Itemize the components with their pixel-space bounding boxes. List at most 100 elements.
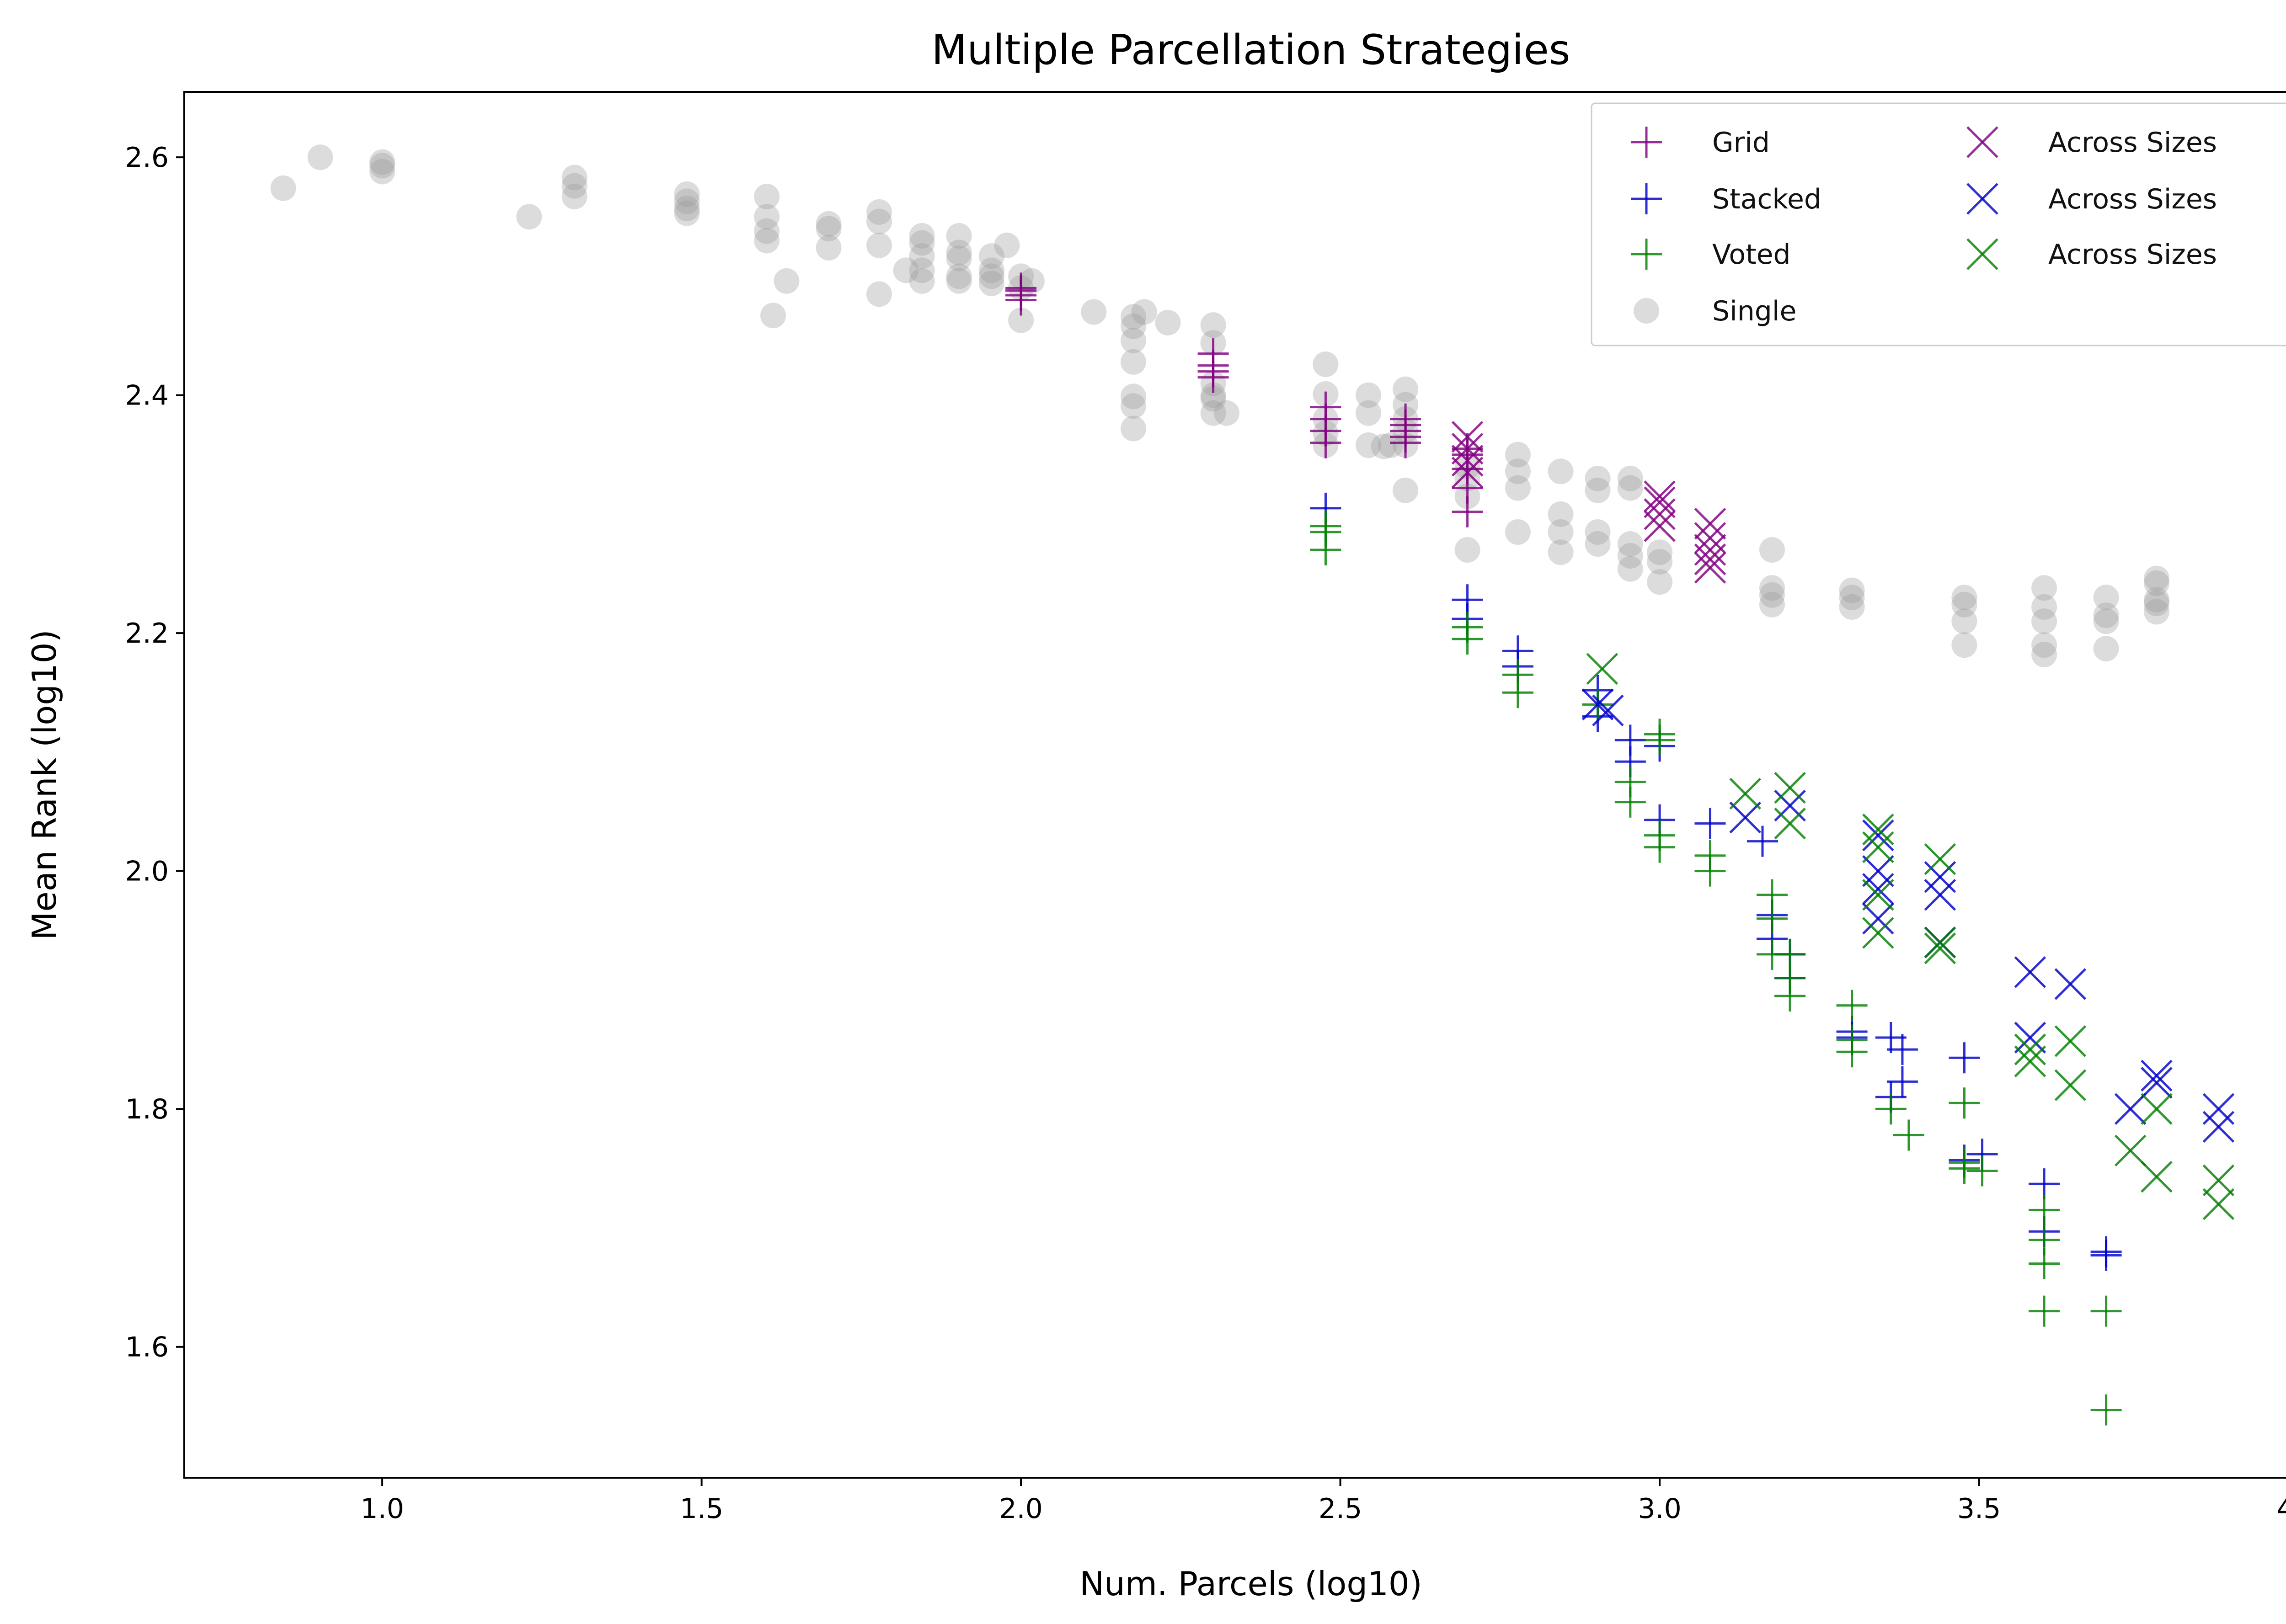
- data-point: [1585, 477, 1611, 503]
- data-point: [2114, 1093, 2147, 1125]
- data-point: [1548, 519, 1574, 545]
- data-point: [1581, 688, 1614, 721]
- data-point: [1836, 990, 1868, 1021]
- legend-marker: [1966, 183, 1998, 215]
- legend-marker: [1631, 239, 1662, 270]
- data-point: [2031, 575, 2057, 601]
- data-point: [816, 216, 842, 242]
- data-point: [1694, 534, 1726, 566]
- data-point: [1131, 299, 1157, 325]
- data-point: [2090, 1236, 2122, 1267]
- data-point: [1924, 926, 1956, 958]
- y-tick-label: 2.6: [125, 142, 169, 174]
- data-point: [2029, 1168, 2060, 1200]
- data-point: [1949, 1087, 1980, 1119]
- data-point: [1120, 349, 1146, 375]
- legend-entry: Across Sizes: [1966, 238, 2217, 271]
- data-point: [909, 230, 935, 256]
- series-group: [1586, 653, 2235, 1220]
- legend-label: Across Sizes: [2048, 127, 2217, 159]
- data-point: [1585, 519, 1611, 545]
- data-point: [1759, 537, 1785, 563]
- data-point: [1774, 789, 1806, 822]
- data-point: [369, 149, 395, 175]
- data-point: [1371, 433, 1397, 459]
- data-point: [1120, 415, 1146, 442]
- data-point: [2054, 1069, 2087, 1101]
- data-point: [1213, 400, 1239, 426]
- data-point: [1310, 510, 1341, 542]
- data-point: [816, 211, 842, 237]
- data-point: [1694, 552, 1726, 584]
- data-point: [2143, 599, 2169, 625]
- x-tick-label: 2.5: [1319, 1493, 1362, 1525]
- data-point: [1617, 543, 1643, 569]
- data-point: [1120, 393, 1146, 419]
- data-point: [1617, 556, 1643, 582]
- data-point: [1924, 932, 1956, 964]
- data-point: [2143, 565, 2169, 591]
- y-tick-label: 1.8: [125, 1093, 169, 1125]
- data-point: [1310, 391, 1341, 423]
- data-point: [1586, 653, 1618, 685]
- data-point: [2031, 608, 2057, 634]
- data-point: [1644, 486, 1676, 518]
- data-point: [2090, 1295, 2122, 1327]
- data-point: [1081, 299, 1107, 325]
- data-point: [1774, 772, 1806, 804]
- series-group: [1005, 272, 1483, 527]
- data-point: [674, 200, 700, 226]
- data-point: [946, 268, 972, 294]
- legend-marker: [1634, 298, 1659, 324]
- legend-box: [1591, 102, 2286, 346]
- data-point: [1505, 458, 1531, 485]
- legend-label: Across Sizes: [2048, 239, 2217, 271]
- x-axis-ticks: 1.0 1.5 2.0 2.5 3.0 3.5 4.0: [360, 1478, 2286, 1525]
- data-point: [978, 243, 1004, 269]
- data-point: [1839, 594, 1865, 620]
- data-point: [2029, 1295, 2060, 1327]
- data-point: [1862, 819, 1894, 852]
- data-point: [2093, 608, 2119, 634]
- data-point: [1644, 510, 1676, 542]
- data-point: [2054, 1025, 2087, 1057]
- data-point: [2090, 1394, 2122, 1426]
- data-point: [1647, 549, 1673, 575]
- data-point: [1548, 458, 1574, 485]
- data-point: [754, 228, 780, 254]
- data-point: [1617, 475, 1643, 501]
- data-point: [2031, 594, 2057, 620]
- data-point: [2014, 956, 2046, 988]
- data-point: [866, 281, 892, 307]
- data-point: [1005, 272, 1037, 304]
- data-point: [674, 188, 700, 214]
- data-point: [1756, 879, 1788, 911]
- series-group: [1451, 421, 1726, 584]
- data-point: [1886, 1034, 1918, 1065]
- data-point: [978, 263, 1004, 289]
- data-point: [1614, 724, 1646, 756]
- x-tick-label: 3.0: [1638, 1493, 1681, 1525]
- data-point: [369, 159, 395, 185]
- data-point: [1647, 569, 1673, 595]
- data-point: [2093, 636, 2119, 662]
- data-point: [2054, 968, 2087, 1000]
- data-point: [1862, 879, 1894, 911]
- data-point: [2202, 1093, 2235, 1125]
- data-point: [866, 232, 892, 258]
- legend-label: Grid: [1712, 127, 1770, 159]
- data-point: [516, 204, 542, 230]
- legend-label: Across Sizes: [2048, 183, 2217, 215]
- legend-label: Single: [1712, 295, 1796, 327]
- plot-frame: [183, 91, 2286, 1479]
- legend-entry: Grid: [1631, 127, 1770, 159]
- data-point: [994, 232, 1020, 258]
- legend-marker: [1966, 238, 1998, 270]
- legend-entry: Stacked: [1631, 183, 1821, 215]
- data-point: [1647, 539, 1673, 565]
- data-point: [1393, 477, 1419, 503]
- data-point: [1694, 522, 1726, 554]
- legend-entry: Across Sizes: [1966, 126, 2217, 159]
- data-point: [270, 175, 296, 201]
- data-point: [1644, 820, 1676, 851]
